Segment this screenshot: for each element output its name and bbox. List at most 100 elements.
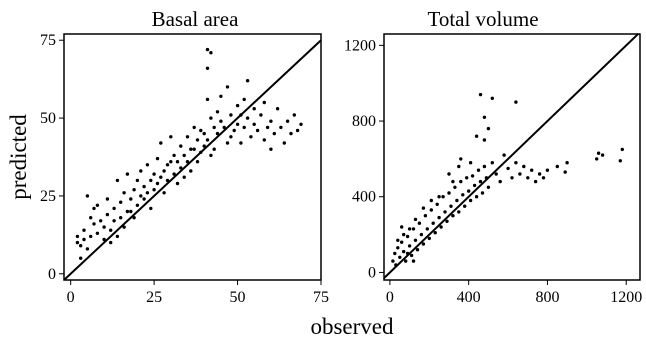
data-point (565, 161, 569, 165)
data-point (115, 178, 120, 183)
data-point (112, 219, 116, 223)
data-point (225, 141, 230, 145)
data-point (391, 259, 395, 263)
data-point (142, 197, 146, 201)
x-axis-label: observed (310, 314, 394, 339)
data-point (79, 244, 83, 248)
data-point (112, 206, 116, 211)
data-point (122, 225, 126, 229)
data-point (102, 225, 106, 229)
data-point (411, 259, 416, 263)
data-point (447, 191, 451, 195)
data-point (92, 206, 96, 211)
data-point (289, 131, 293, 136)
data-point (85, 194, 90, 198)
data-point (115, 234, 120, 239)
data-point (502, 153, 506, 157)
data-point (533, 179, 538, 184)
x-tick-label: 25 (146, 289, 162, 306)
data-point (405, 234, 410, 239)
data-point (159, 175, 163, 179)
data-point (199, 150, 203, 154)
data-point (563, 170, 567, 174)
data-point (189, 169, 193, 173)
data-point (229, 135, 233, 139)
data-point (179, 144, 183, 148)
data-point (202, 144, 206, 148)
data-point (182, 153, 186, 158)
data-point (245, 116, 250, 120)
data-point (82, 228, 86, 232)
data-point (142, 184, 146, 189)
data-point (139, 169, 143, 173)
data-point (396, 246, 400, 250)
data-point (272, 131, 276, 136)
data-point (490, 161, 494, 165)
data-point (155, 181, 160, 186)
data-point (443, 210, 447, 214)
data-point (225, 85, 230, 89)
x-tick-label: 50 (230, 289, 246, 306)
data-point (620, 147, 624, 152)
data-point (89, 234, 93, 239)
data-point (431, 221, 435, 225)
data-point (417, 221, 422, 225)
data-point (596, 151, 601, 155)
data-point (437, 195, 441, 199)
data-point (205, 138, 210, 142)
data-point (486, 126, 491, 131)
data-point (242, 97, 246, 102)
data-point (192, 147, 196, 151)
data-point (396, 238, 400, 242)
data-point (459, 157, 463, 161)
data-point (455, 198, 459, 203)
reference-line-1-1 (383, 33, 639, 279)
data-point (182, 175, 186, 179)
data-point (439, 225, 443, 229)
data-point (205, 97, 210, 102)
data-point (219, 119, 223, 123)
data-point (145, 163, 150, 167)
y-tick-label: 75 (40, 32, 56, 49)
data-point (75, 234, 80, 239)
data-point (125, 209, 130, 214)
data-point (459, 179, 463, 184)
data-point (413, 238, 418, 242)
data-point (530, 168, 534, 172)
data-point (394, 263, 398, 267)
x-ticks-total-volume: 0 400 800 1200 (386, 280, 642, 306)
data-point (400, 225, 404, 229)
data-point (490, 96, 494, 101)
data-point (400, 240, 404, 244)
data-point (425, 227, 429, 231)
data-point (409, 253, 414, 258)
data-point (95, 231, 100, 235)
data-point (209, 116, 213, 120)
data-point (172, 172, 176, 176)
panel-title-basal-area: Basal area (152, 7, 240, 31)
data-point (139, 194, 143, 198)
data-point (105, 212, 110, 217)
panel-basal-area: Basal area 0 25 50 75 0 25 50 75 (40, 7, 329, 306)
data-point (451, 214, 455, 218)
y-tick-label: 800 (352, 113, 376, 130)
data-point (159, 141, 163, 145)
data-point (135, 203, 140, 207)
data-point (457, 164, 461, 169)
data-point (478, 92, 483, 97)
data-point (398, 255, 402, 259)
data-point (494, 172, 498, 176)
plot-area-frame (63, 33, 322, 281)
data-point (486, 185, 491, 189)
x-tick-label: 800 (535, 289, 559, 306)
data-point (467, 189, 471, 193)
data-point (132, 216, 136, 220)
data-point (282, 141, 286, 145)
data-point (451, 179, 455, 184)
data-point (105, 197, 110, 201)
data-point (618, 159, 622, 163)
data-point (510, 176, 514, 180)
data-point (212, 125, 216, 130)
data-point (215, 110, 220, 114)
